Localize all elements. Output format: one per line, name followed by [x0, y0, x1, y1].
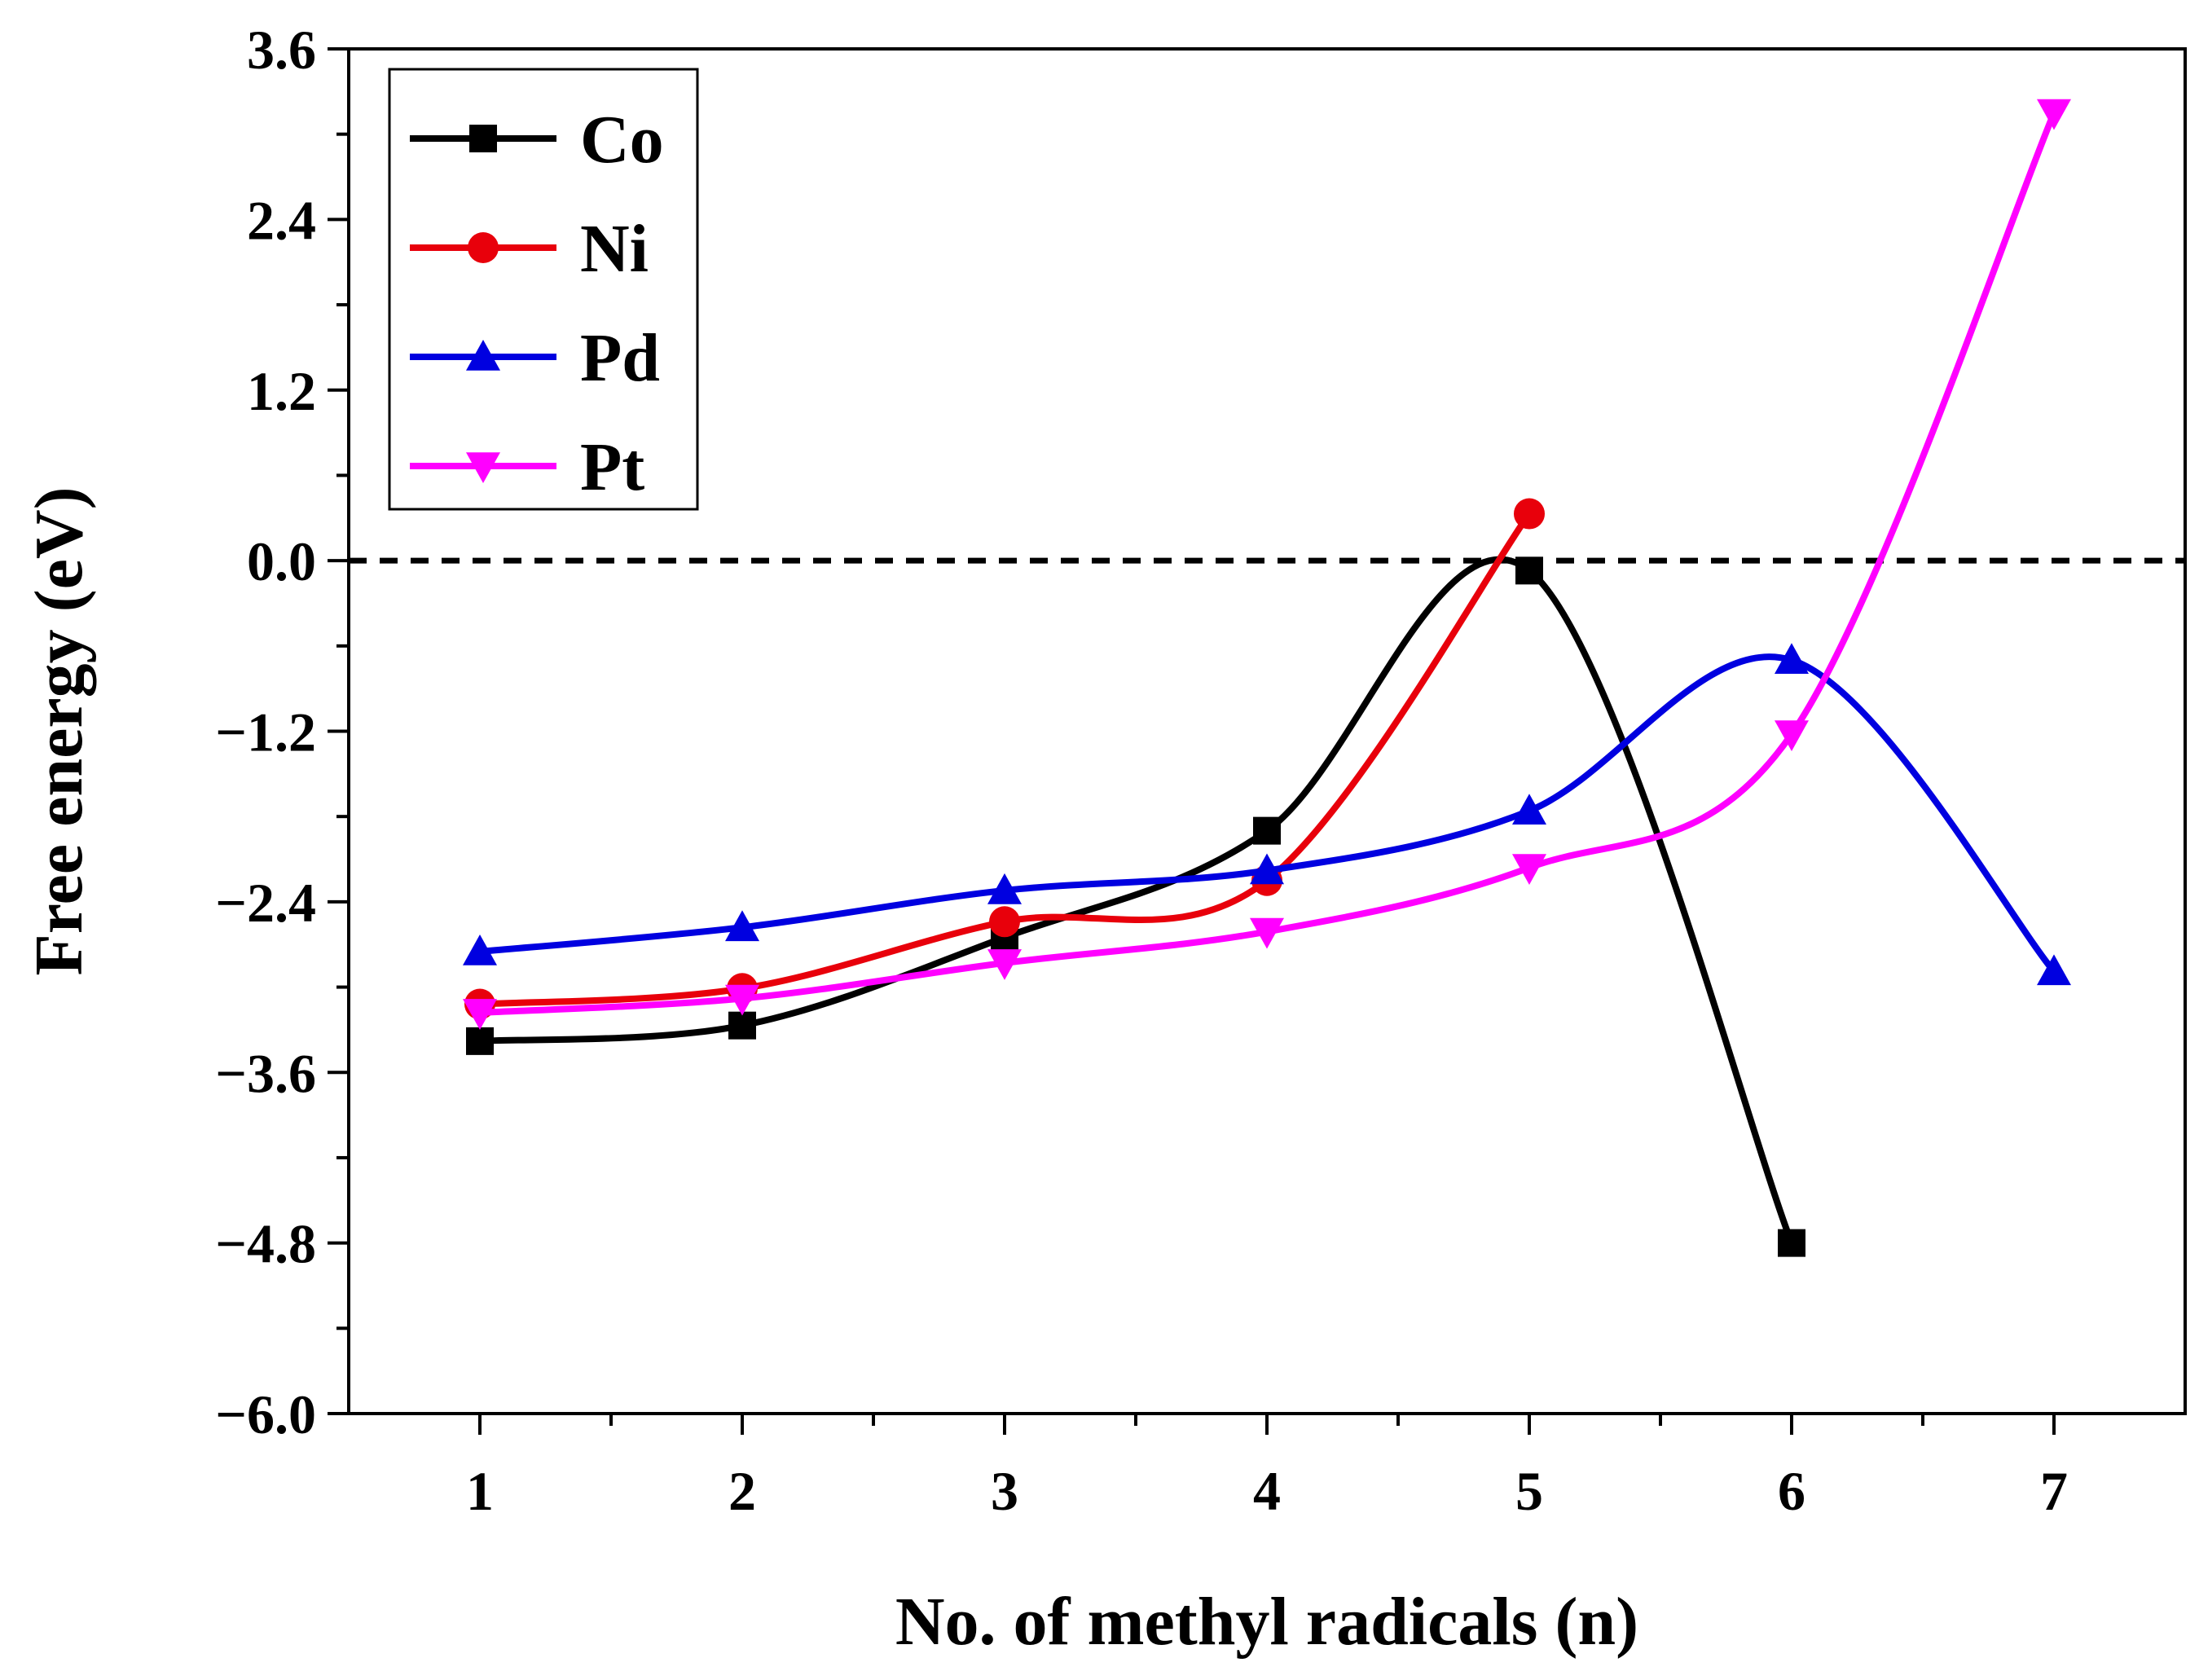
- series-co: [466, 556, 1805, 1257]
- legend-marker: [468, 232, 499, 263]
- series-pt-point: [1250, 917, 1284, 949]
- series-pd-point: [1512, 794, 1546, 825]
- y-tick-label: −1.2: [215, 701, 316, 763]
- legend-item-ni: Ni: [410, 211, 649, 287]
- series-pt-point: [1512, 854, 1546, 885]
- legend-marker: [466, 452, 500, 483]
- legend-label: Ni: [580, 211, 649, 287]
- x-tick-label: 4: [1253, 1460, 1281, 1522]
- series-pd-point: [1775, 643, 1809, 675]
- legend-label: Pt: [580, 429, 644, 505]
- y-tick-label: −4.8: [215, 1213, 316, 1275]
- series-co-point: [1515, 556, 1543, 585]
- y-tick-label: 3.6: [247, 19, 316, 81]
- x-tick-label: 2: [728, 1460, 756, 1522]
- series-pt-point: [725, 984, 759, 1016]
- series-pt-point: [463, 999, 497, 1030]
- y-tick-label: −2.4: [215, 872, 316, 934]
- series-pt-line: [477, 109, 2057, 1016]
- series-co-point: [466, 1027, 494, 1055]
- legend-item-co: Co: [410, 102, 664, 178]
- series-pd-point: [725, 910, 759, 942]
- x-tick-label: 1: [466, 1460, 494, 1522]
- legend: Co Ni Pd Pt: [388, 68, 699, 511]
- x-tick-label: 6: [1778, 1460, 1805, 1522]
- series-pd-point: [463, 934, 497, 965]
- y-tick-label: 1.2: [247, 360, 316, 422]
- series-ni-point: [1514, 498, 1545, 530]
- series-co-point: [1778, 1229, 1805, 1257]
- series-pd-point: [987, 873, 1022, 904]
- series-pt-point: [987, 949, 1022, 980]
- series-pd-point: [2037, 954, 2071, 986]
- y-tick-label: −3.6: [215, 1042, 316, 1104]
- y-tick-label: 0.0: [247, 530, 316, 592]
- legend-label: Co: [580, 102, 664, 178]
- series-co-point: [728, 1011, 756, 1040]
- legend-marker: [466, 340, 500, 371]
- y-axis-title: Free energy (eV): [21, 486, 97, 975]
- series-co-point: [1253, 816, 1281, 845]
- legend-label: Pd: [580, 320, 660, 396]
- series-pd-point: [1250, 853, 1284, 885]
- legend-item-pd: Pd: [410, 320, 660, 396]
- x-tick-label: 7: [2040, 1460, 2068, 1522]
- x-tick-label: 3: [991, 1460, 1018, 1522]
- series-ni-point: [989, 906, 1020, 938]
- x-tick-label: 5: [1515, 1460, 1543, 1522]
- series-ni-line: [477, 510, 1533, 1008]
- axis-layer: 1 2 3 4 5 6 7 −6.0 −4.8 −3.6 −2.4 −1.2 0.0 1.2 2.4 3.6: [215, 19, 2068, 1522]
- x-axis-title: No. of methyl radicals (n): [895, 1584, 1638, 1660]
- series-pd-line: [477, 653, 2057, 975]
- series-pt-point: [2037, 99, 2071, 130]
- series-pt: [463, 99, 2071, 1030]
- series-layer: [463, 99, 2071, 1257]
- legend-item-pt: Pt: [410, 429, 644, 505]
- series-pd: [463, 643, 2071, 986]
- y-tick-label: −6.0: [215, 1383, 316, 1445]
- series-pt-point: [1775, 720, 1809, 751]
- legend-box: [388, 68, 699, 511]
- y-tick-label: 2.4: [247, 189, 316, 251]
- legend-marker: [469, 125, 497, 152]
- series-co-line: [477, 556, 1795, 1247]
